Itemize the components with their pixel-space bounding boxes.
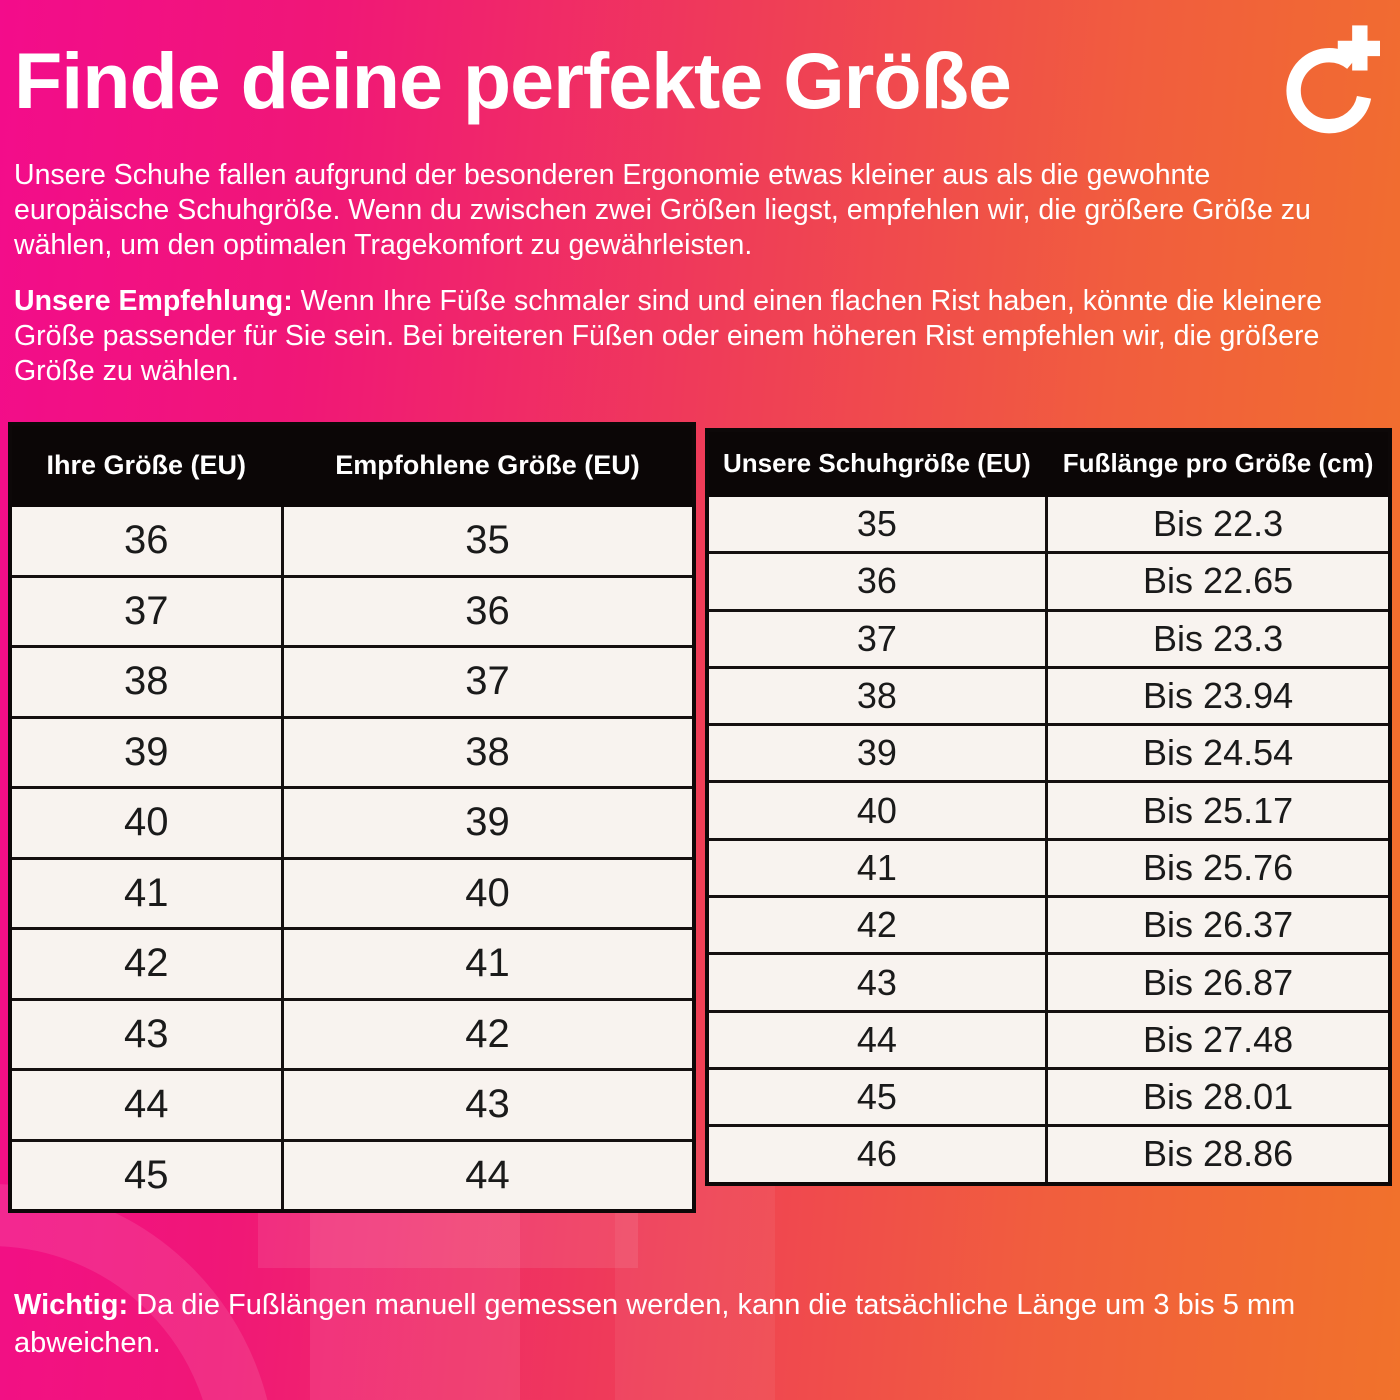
- column-header-shoe-size: Unsere Schuhgröße (EU): [704, 428, 1049, 497]
- table-row: 37 Bis 23.3: [704, 608, 1392, 669]
- table-cell: Bis 22.3: [1045, 493, 1392, 555]
- table-cell: 41: [704, 837, 1049, 899]
- table-cell: 40: [280, 856, 696, 930]
- table-row: 45 Bis 28.01: [704, 1066, 1392, 1128]
- table-cell: 44: [8, 1068, 284, 1142]
- table-cell: 42: [8, 927, 284, 1001]
- table-cell: Bis 25.17: [1045, 780, 1392, 841]
- table-row: 42 Bis 26.37: [704, 895, 1392, 956]
- table-cell: Bis 28.86: [1045, 1124, 1392, 1186]
- table-cell: 38: [8, 645, 284, 719]
- table-cell: 35: [280, 504, 696, 578]
- table-cell: 40: [704, 780, 1049, 841]
- table-row: 38 Bis 23.94: [704, 665, 1392, 727]
- table-cell: 38: [704, 665, 1049, 727]
- table-cell: 43: [8, 997, 284, 1071]
- table-row: 45 44: [8, 1138, 696, 1213]
- size-conversion-table-header: Ihre Größe (EU) Empfohlene Größe (EU): [8, 422, 696, 507]
- table-cell: 42: [704, 895, 1049, 956]
- table-cell: 35: [704, 493, 1049, 555]
- table-cell: Bis 26.37: [1045, 895, 1392, 956]
- table-row: 44 43: [8, 1068, 696, 1142]
- table-row: 36 Bis 22.65: [704, 551, 1392, 612]
- table-cell: Bis 23.3: [1045, 608, 1392, 669]
- important-note-label: Wichtig:: [14, 1289, 129, 1321]
- table-row: 37 36: [8, 574, 696, 648]
- table-cell: 43: [704, 952, 1049, 1013]
- table-cell: Bis 23.94: [1045, 665, 1392, 727]
- table-cell: 36: [704, 551, 1049, 612]
- size-conversion-table-body: 36 35 37 36 38 37 39 38 40 39 41 40 42 41 43 42 44 43 45 44: [8, 504, 696, 1213]
- table-cell: 41: [280, 927, 696, 1001]
- table-cell: 44: [704, 1009, 1049, 1070]
- table-cell: Bis 25.76: [1045, 837, 1392, 899]
- table-row: 36 35: [8, 504, 696, 578]
- table-cell: 41: [8, 856, 284, 930]
- table-cell: 42: [280, 997, 696, 1071]
- table-row: 35 Bis 22.3: [704, 493, 1392, 555]
- table-cell: 39: [280, 786, 696, 860]
- table-row: 41 40: [8, 856, 696, 930]
- table-row: 38 37: [8, 645, 696, 719]
- table-cell: 37: [704, 608, 1049, 669]
- table-cell: 36: [280, 574, 696, 648]
- recommendation-label: Unsere Empfehlung:: [14, 285, 293, 317]
- page-title: Finde deine perfekte Größe: [14, 36, 1012, 125]
- column-header-your-size: Ihre Größe (EU): [8, 422, 284, 507]
- table-row: 39 Bis 24.54: [704, 723, 1392, 784]
- table-row: 42 41: [8, 927, 696, 1001]
- size-conversion-table: Ihre Größe (EU) Empfohlene Größe (EU) 36…: [8, 422, 696, 1213]
- table-row: 43 Bis 26.87: [704, 952, 1392, 1013]
- table-cell: 44: [280, 1138, 696, 1213]
- foot-length-table: Unsere Schuhgröße (EU) Fußlänge pro Größ…: [704, 428, 1392, 1186]
- table-cell: 40: [8, 786, 284, 860]
- table-row: 39 38: [8, 715, 696, 789]
- table-row: 40 Bis 25.17: [704, 780, 1392, 841]
- important-note: Wichtig: Da die Fußlängen manuell gemess…: [14, 1289, 1296, 1359]
- table-row: 41 Bis 25.76: [704, 837, 1392, 899]
- table-row: 40 39: [8, 786, 696, 860]
- header: Finde deine perfekte Größe: [14, 25, 1380, 142]
- foot-length-table-header: Unsere Schuhgröße (EU) Fußlänge pro Größ…: [704, 428, 1392, 497]
- table-cell: 37: [280, 645, 696, 719]
- table-cell: Bis 22.65: [1045, 551, 1392, 612]
- table-cell: 37: [8, 574, 284, 648]
- table-cell: 36: [8, 504, 284, 578]
- table-cell: 39: [704, 723, 1049, 784]
- table-cell: Bis 26.87: [1045, 952, 1392, 1013]
- column-header-recommended-size: Empfohlene Größe (EU): [280, 422, 696, 507]
- table-cell: 43: [280, 1068, 696, 1142]
- table-cell: 45: [8, 1138, 284, 1213]
- table-cell: Bis 24.54: [1045, 723, 1392, 784]
- recommendation-text: Unsere Empfehlung: Wenn Ihre Füße schmal…: [14, 285, 1322, 387]
- foot-length-table-body: 35 Bis 22.3 36 Bis 22.65 37 Bis 23.3 38 Bis 23.…: [704, 493, 1392, 1186]
- intro-text: Unsere Schuhe fallen aufgrund der besond…: [14, 159, 1311, 261]
- table-row: 46 Bis 28.86: [704, 1124, 1392, 1186]
- circle-plus-logo-icon: [1286, 25, 1380, 134]
- table-cell: 39: [8, 715, 284, 789]
- table-cell: Bis 27.48: [1045, 1009, 1392, 1070]
- table-cell: 46: [704, 1124, 1049, 1186]
- table-row: 43 42: [8, 997, 696, 1071]
- column-header-foot-length: Fußlänge pro Größe (cm): [1045, 428, 1392, 497]
- table-cell: 45: [704, 1066, 1049, 1128]
- table-cell: Bis 28.01: [1045, 1066, 1392, 1128]
- table-cell: 38: [280, 715, 696, 789]
- table-row: 44 Bis 27.48: [704, 1009, 1392, 1070]
- tables-section: Ihre Größe (EU) Empfohlene Größe (EU) 36…: [8, 422, 1392, 1213]
